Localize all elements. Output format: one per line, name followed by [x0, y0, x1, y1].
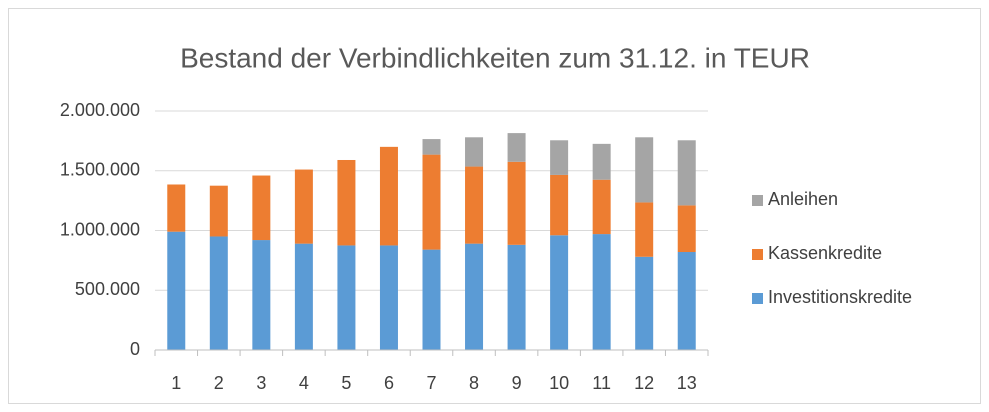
bar-segment: [677, 140, 696, 206]
bar-segment: [337, 245, 356, 350]
x-tick-label: 7: [426, 373, 436, 393]
legend-label: Anleihen: [768, 189, 838, 209]
bar-segment: [635, 256, 654, 350]
bar-segment: [635, 202, 654, 257]
legend-label: Kassenkredite: [768, 243, 882, 263]
x-tick-label: 4: [299, 373, 309, 393]
bar-segment: [252, 175, 271, 241]
x-tick-label: 2: [214, 373, 224, 393]
bar-segment: [167, 184, 186, 232]
bar-segment: [507, 244, 526, 350]
bar-segment: [422, 139, 441, 155]
bar-segment: [465, 166, 484, 244]
bar-segment: [635, 137, 654, 203]
y-tick-label: 1.500.000: [60, 160, 140, 180]
bar-segment: [507, 161, 526, 245]
bar-segment: [550, 235, 569, 350]
bar-segment: [422, 154, 441, 250]
chart-title: Bestand der Verbindlichkeiten zum 31.12.…: [180, 42, 810, 73]
y-tick-label: 500.000: [75, 279, 140, 299]
bar-segment: [677, 205, 696, 253]
bar-segment: [592, 143, 611, 180]
x-tick-label: 10: [549, 373, 569, 393]
y-tick-label: 1.000.000: [60, 219, 140, 239]
bar-segment: [379, 245, 398, 350]
bar-segment: [465, 243, 484, 350]
legend-label: Investitionskredite: [768, 287, 912, 307]
bar-segment: [422, 249, 441, 350]
bar-segment: [294, 169, 313, 244]
bar-segment: [592, 234, 611, 350]
bar-segment: [294, 243, 313, 350]
x-tick-label: 12: [634, 373, 654, 393]
bar-segment: [465, 137, 484, 167]
legend-swatch: [752, 249, 763, 260]
bar-segment: [550, 174, 569, 236]
legend-swatch: [752, 195, 763, 206]
x-tick-label: 8: [469, 373, 479, 393]
x-tick-label: 1: [171, 373, 181, 393]
bar-segment: [592, 179, 611, 235]
legend-swatch: [752, 293, 763, 304]
x-tick-label: 11: [592, 373, 611, 393]
x-tick-label: 13: [677, 373, 697, 393]
bar-segment: [379, 146, 398, 246]
x-tick-label: 3: [256, 373, 266, 393]
y-tick-label: 0: [130, 339, 140, 359]
bar-segment: [337, 159, 356, 246]
bar-segment: [677, 252, 696, 350]
bar-segment: [209, 236, 228, 350]
x-tick-label: 6: [384, 373, 394, 393]
x-tick-label: 9: [512, 373, 522, 393]
bar-segment: [209, 185, 228, 237]
y-tick-label: 2.000.000: [60, 100, 140, 120]
bar-segment: [550, 140, 569, 175]
bar-segment: [507, 133, 526, 162]
bar-segment: [167, 231, 186, 350]
x-tick-label: 5: [341, 373, 351, 393]
bar-segment: [252, 240, 271, 350]
